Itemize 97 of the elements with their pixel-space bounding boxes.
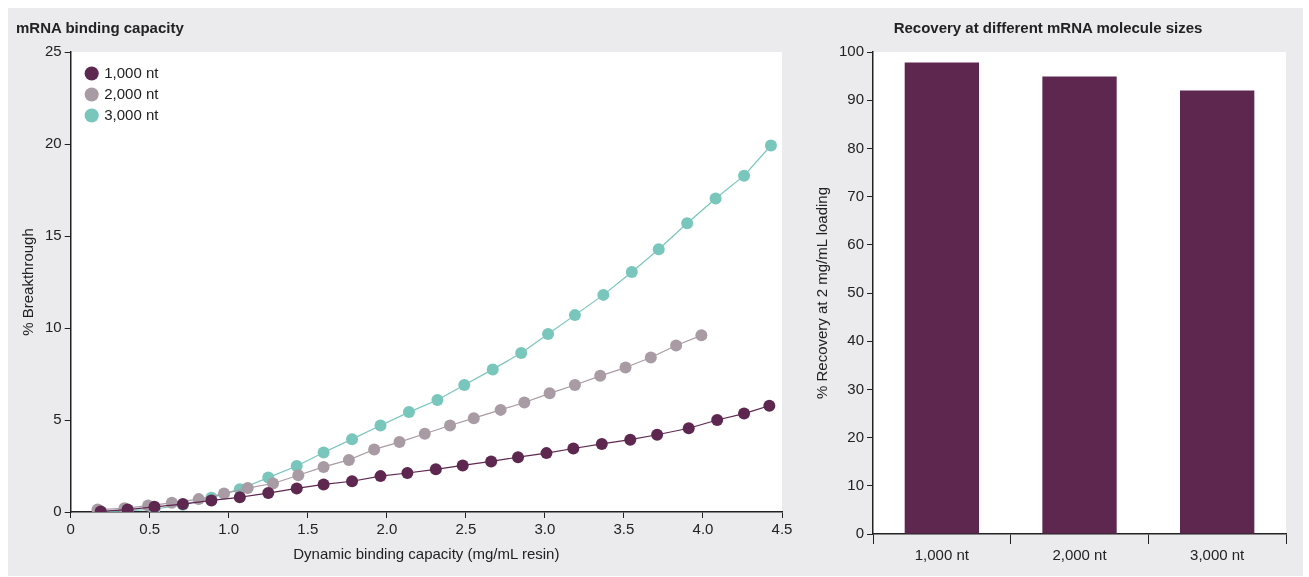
point: [467, 412, 480, 425]
x-tick-label: 3.0: [534, 520, 556, 538]
point: [738, 407, 751, 420]
y-tick-label: 70: [847, 186, 865, 204]
point: [241, 482, 254, 495]
y-tick-label: 20: [45, 134, 62, 152]
point: [429, 463, 442, 476]
point: [494, 403, 507, 416]
point: [567, 442, 580, 455]
point: [485, 455, 498, 468]
legend-label: 3,000 nt: [104, 105, 160, 123]
point: [267, 477, 280, 490]
point: [644, 351, 657, 364]
x-axis-title: Dynamic binding capacity (mg/mL resin): [293, 545, 560, 563]
point: [342, 453, 355, 466]
point: [624, 433, 637, 446]
y-tick-label: 10: [847, 475, 865, 493]
y-tick-label: 40: [847, 331, 865, 349]
x-tick-label: 3,000 nt: [1190, 546, 1246, 564]
y-tick-label: 30: [847, 379, 865, 397]
point: [540, 447, 553, 460]
point: [597, 288, 610, 301]
point: [402, 406, 415, 419]
point: [695, 329, 708, 342]
point: [290, 482, 303, 495]
x-tick-label: 1.0: [218, 520, 240, 538]
point: [709, 192, 722, 205]
point: [738, 169, 751, 182]
point: [625, 266, 638, 279]
y-tick-label: 20: [847, 427, 865, 445]
point: [393, 436, 406, 449]
point: [317, 446, 330, 459]
point: [711, 414, 724, 426]
point: [763, 399, 776, 412]
x-tick-label: 0.5: [139, 520, 161, 538]
point: [682, 422, 695, 435]
x-tick-label: 1,000 nt: [914, 546, 970, 564]
point: [346, 475, 359, 488]
point: [542, 328, 555, 341]
x-tick-label: 4.0: [692, 520, 714, 538]
point: [401, 466, 414, 479]
point: [431, 393, 444, 406]
point: [619, 361, 632, 374]
legend-label: 1,000 nt: [104, 63, 160, 81]
point: [218, 487, 231, 500]
y-tick-label: 10: [45, 318, 62, 336]
point: [292, 469, 305, 482]
point: [595, 437, 608, 450]
y-tick-label: 25: [45, 42, 62, 60]
bar: [1042, 76, 1117, 534]
point: [512, 451, 525, 464]
legend-label: 2,000 nt: [104, 84, 160, 102]
x-tick-label: 0: [66, 520, 75, 538]
x-tick-label: 2.5: [455, 520, 477, 538]
y-tick-label: 100: [839, 42, 865, 60]
x-tick-label: 2.0: [376, 520, 398, 538]
point: [458, 379, 471, 392]
x-tick-label: 1.5: [297, 520, 319, 538]
x-tick-label: 2,000 nt: [1052, 546, 1108, 564]
point: [515, 347, 528, 360]
point: [368, 443, 381, 456]
point: [764, 139, 777, 152]
chart-title: mRNA binding capacity: [16, 19, 185, 37]
x-tick-label: 4.5: [771, 520, 793, 538]
y-tick-label: 60: [847, 234, 865, 252]
chart-title: Recovery at different mRNA molecule sizes: [893, 19, 1203, 37]
point: [681, 217, 694, 230]
x-tick-label: 3.5: [613, 520, 635, 538]
point: [594, 369, 607, 382]
point: [670, 339, 683, 352]
y-tick-label: 0: [53, 502, 62, 520]
y-axis-title: % Breakthrough: [19, 228, 37, 336]
point: [418, 427, 431, 440]
point: [444, 419, 457, 432]
point: [374, 419, 387, 432]
bar: [904, 62, 980, 534]
y-tick-label: 15: [45, 226, 62, 244]
point: [486, 363, 499, 376]
point: [543, 387, 556, 400]
point: [518, 396, 531, 409]
y-axis-title: % Recovery at 2 mg/mL loading: [813, 186, 831, 400]
point: [568, 309, 581, 322]
point: [456, 459, 469, 472]
point: [652, 243, 665, 256]
point: [262, 487, 275, 500]
bar: [1180, 90, 1255, 534]
point: [651, 428, 664, 441]
point: [317, 460, 330, 473]
point: [233, 491, 246, 504]
point: [346, 433, 359, 446]
y-tick-label: 50: [847, 283, 865, 301]
y-tick-label: 90: [847, 90, 865, 108]
y-tick-label: 5: [53, 410, 62, 428]
point: [317, 478, 330, 491]
y-tick-label: 80: [847, 138, 865, 156]
point: [568, 379, 581, 392]
point: [374, 470, 387, 483]
